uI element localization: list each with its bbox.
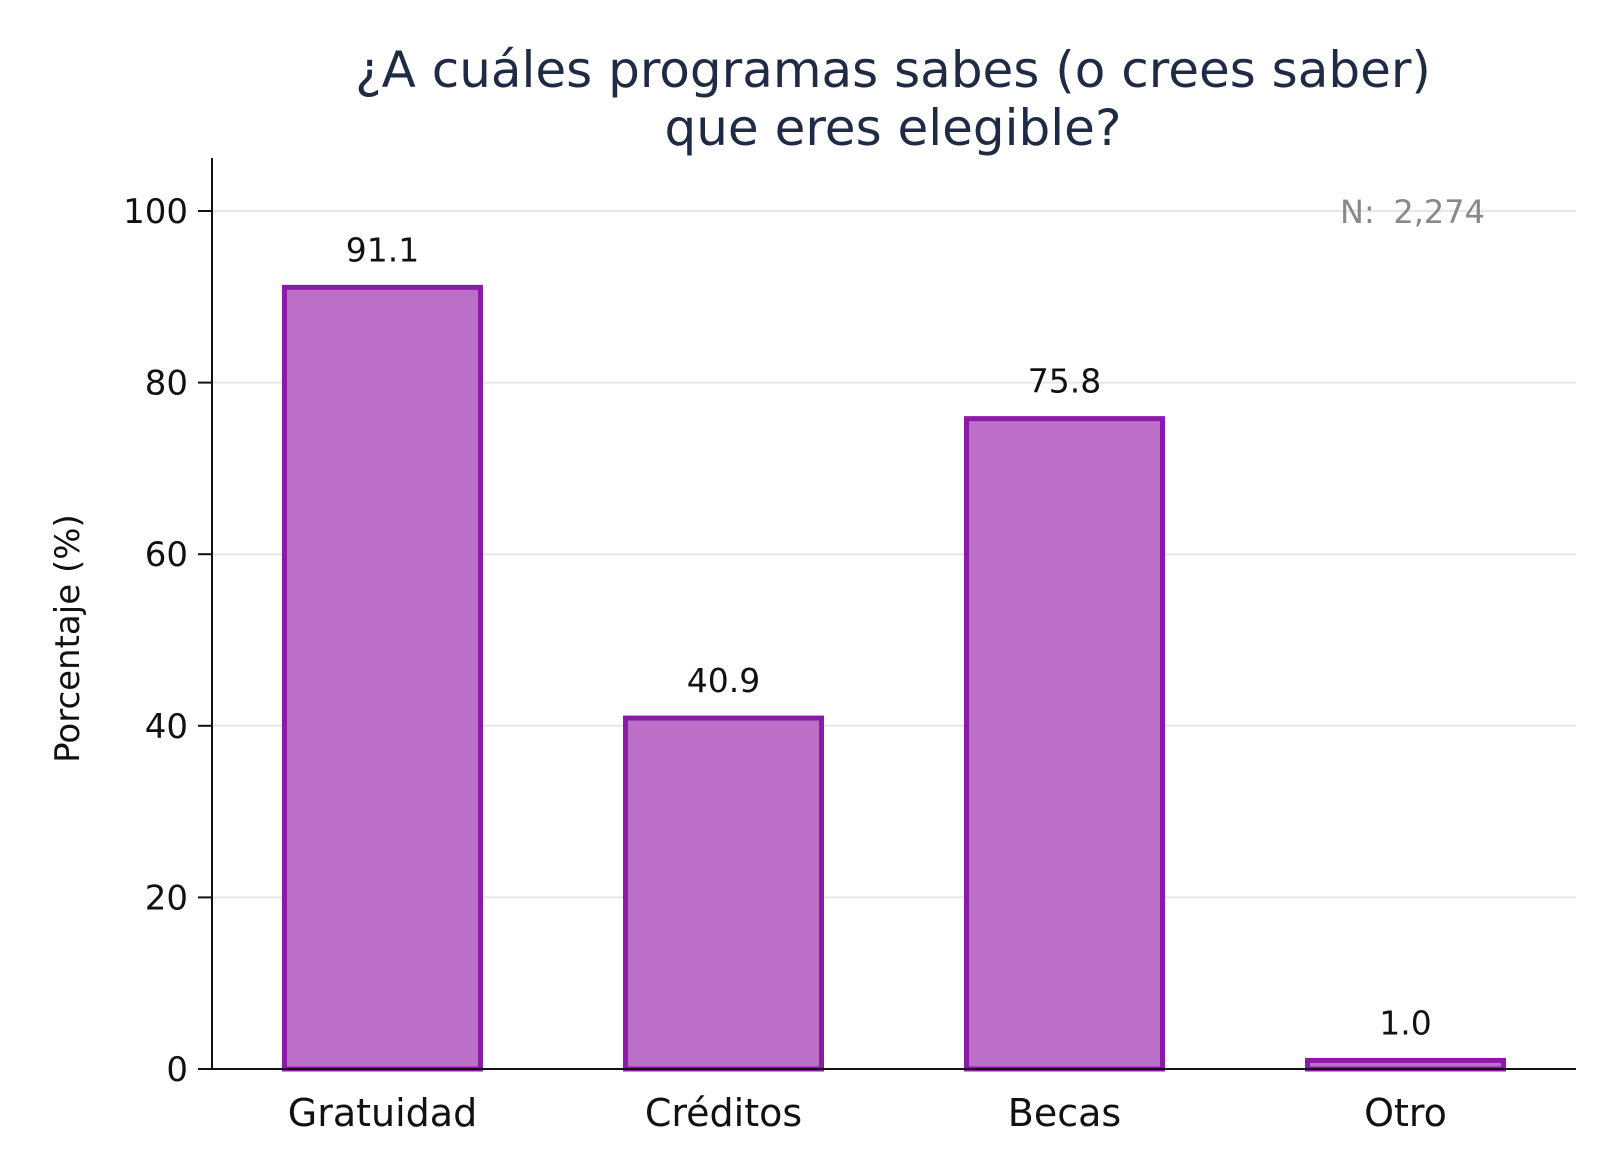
y-tick-label-20: 20: [145, 878, 188, 918]
y-tick-label-100: 100: [123, 192, 188, 232]
n-annotation-label: N:: [1340, 193, 1375, 231]
axes: [198, 158, 1576, 1070]
value-label-gratuidad: 91.1: [346, 230, 419, 269]
value-label-créditos: 40.9: [687, 661, 760, 700]
value-label-otro: 1.0: [1379, 1003, 1431, 1042]
bar-otro: [1305, 1057, 1506, 1072]
y-tick-label-80: 80: [145, 364, 188, 404]
category-label-otro: Otro: [1364, 1091, 1447, 1135]
y-tick-label-60: 60: [145, 535, 188, 575]
bars: [282, 284, 1506, 1072]
category-label-gratuidad: Gratuidad: [288, 1091, 477, 1135]
y-tick-label-0: 0: [166, 1050, 188, 1090]
n-annotation-value: 2,274: [1393, 193, 1485, 231]
bar-créditos: [623, 715, 824, 1072]
chart-title-line-1: ¿A cuáles programas sabes (o crees saber…: [355, 41, 1431, 99]
y-tick-label-40: 40: [145, 707, 188, 747]
y-axis-title: Porcentaje (%): [48, 514, 88, 763]
category-label-becas: Becas: [1008, 1091, 1121, 1135]
labels: 0 20 40 60 80 100 91.1 Gratuidad 40.9 Créditos 75.…: [48, 192, 1485, 1135]
chart-title-line-2: que eres elegible?: [664, 99, 1122, 157]
category-label-créditos: Créditos: [645, 1091, 802, 1135]
bar-becas: [964, 416, 1165, 1072]
bar-gratuidad: [282, 284, 483, 1072]
value-label-becas: 75.8: [1028, 362, 1101, 401]
